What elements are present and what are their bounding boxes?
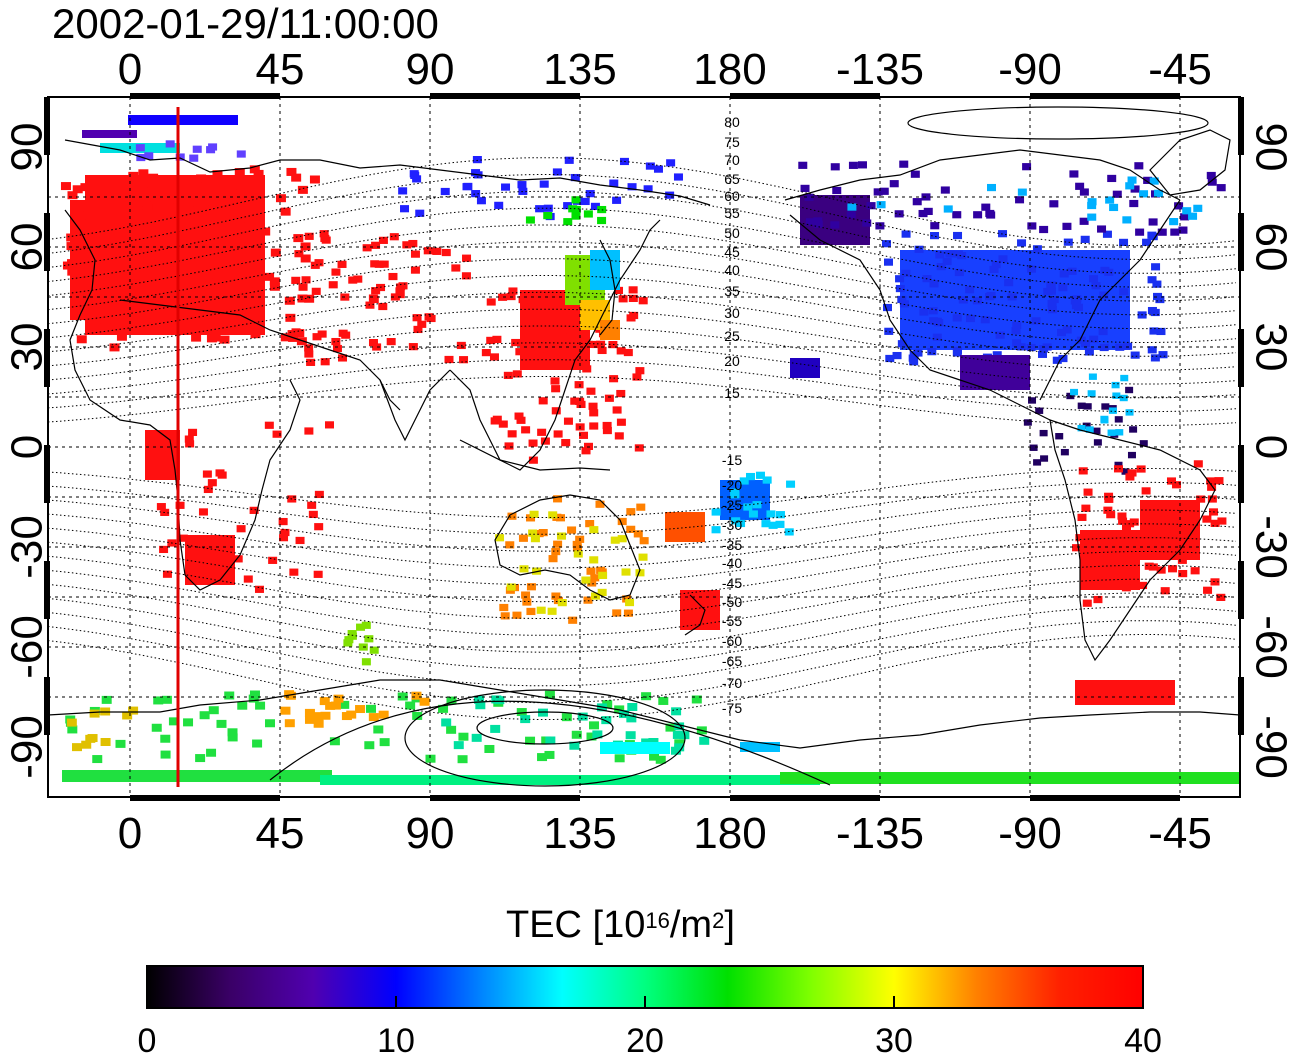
lat-tick-right: 30 (1246, 323, 1292, 372)
lon-tick-top: 45 (256, 45, 305, 94)
colorbar-tick-label: 10 (377, 1022, 415, 1057)
axis-tick-labels: 0 45 90 135 180 -135 -90 -450 45 90 135 180 -135 -90-… (3, 45, 1292, 858)
contour-label: -15 (722, 452, 742, 468)
contour-label: -55 (722, 613, 742, 629)
contour-label: -20 (722, 477, 742, 493)
colorbar-ticks: 0 10 20 30 40 (138, 996, 1162, 1057)
lon-tick-top: -135 (836, 45, 924, 94)
lat-tick-left: 30 (3, 323, 52, 372)
lon-tick-bottom: 180 (693, 809, 766, 858)
contour-label: 40 (724, 262, 740, 278)
lon-tick-bottom: -45 (1148, 809, 1212, 858)
contour-label: -60 (722, 633, 742, 649)
contour-label: -45 (722, 575, 742, 591)
lon-tick-bottom: 45 (256, 809, 305, 858)
lat-tick-left: -60 (3, 615, 52, 679)
lat-tick-left: 90 (3, 123, 52, 172)
lon-tick-bottom: 90 (406, 809, 455, 858)
lat-tick-left: 0 (3, 435, 52, 459)
lat-tick-right: -90 (1246, 715, 1292, 779)
lon-tick-top: 90 (406, 45, 455, 94)
contour-label: 70 (724, 152, 740, 168)
colorbar-title-exp2: 2 (712, 908, 725, 933)
contour-label: 50 (724, 225, 740, 241)
contour-label: -50 (722, 594, 742, 610)
lat-tick-right: 0 (1246, 435, 1292, 459)
lon-tick-top: 135 (543, 45, 616, 94)
lon-tick-bottom: -135 (836, 809, 924, 858)
contour-label: 45 (724, 244, 740, 260)
tec-data-patches (60, 115, 1240, 785)
colorbar-title-close: ] (724, 904, 735, 946)
contour-label: 35 (724, 283, 740, 299)
contour-label: 25 (724, 328, 740, 344)
lon-tick-bottom: 135 (543, 809, 616, 858)
contour-label: -40 (722, 555, 742, 571)
colorbar-tick-label: 20 (626, 1022, 664, 1057)
lon-tick-top: 0 (118, 45, 142, 94)
colorbar-title-exp: 16 (645, 908, 670, 933)
lat-tick-left: 60 (3, 223, 52, 272)
lat-tick-left: -30 (3, 515, 52, 579)
contour-label: -35 (722, 537, 742, 553)
map-title: 2002-01-29/11:00:00 (52, 0, 439, 47)
lon-tick-bottom: -90 (998, 809, 1062, 858)
contour-label: 65 (724, 171, 740, 187)
coastlines (48, 129, 1240, 749)
colorbar-tick-label: 0 (138, 1022, 157, 1057)
contour-label: 20 (724, 353, 740, 369)
lon-tick-bottom: 0 (118, 809, 142, 858)
frame-scale-bars (44, 93, 1244, 801)
contour-label: 30 (724, 305, 740, 321)
lat-tick-right: 60 (1246, 223, 1292, 272)
contour-label: 80 (724, 114, 740, 130)
contour-label: 55 (724, 205, 740, 221)
colorbar-tick-label: 40 (1124, 1022, 1162, 1057)
lat-tick-left: -90 (3, 715, 52, 779)
colorbar-title-main: TEC [10 (506, 904, 646, 946)
colorbar-title: TEC [1016/m2] (506, 903, 735, 947)
lat-tick-right: -30 (1246, 515, 1292, 579)
lon-tick-top: -45 (1148, 45, 1212, 94)
contour-label: -30 (722, 517, 742, 533)
contour-label: 60 (724, 188, 740, 204)
lat-tick-right: -60 (1246, 615, 1292, 679)
lat-tick-right: 90 (1246, 123, 1292, 172)
magnetic-latitude-contours (48, 106, 1237, 787)
colorbar-title-unit: /m (669, 904, 713, 946)
contour-label: 75 (724, 134, 740, 150)
contour-label: -70 (722, 675, 742, 691)
contour-label: -25 (722, 497, 742, 513)
colorbar-tick-label: 30 (875, 1022, 913, 1057)
lon-tick-top: 180 (693, 45, 766, 94)
contour-label: -65 (722, 653, 742, 669)
lon-tick-top: -90 (998, 45, 1062, 94)
contour-label: 15 (724, 385, 740, 401)
contour-label: -75 (722, 700, 742, 716)
